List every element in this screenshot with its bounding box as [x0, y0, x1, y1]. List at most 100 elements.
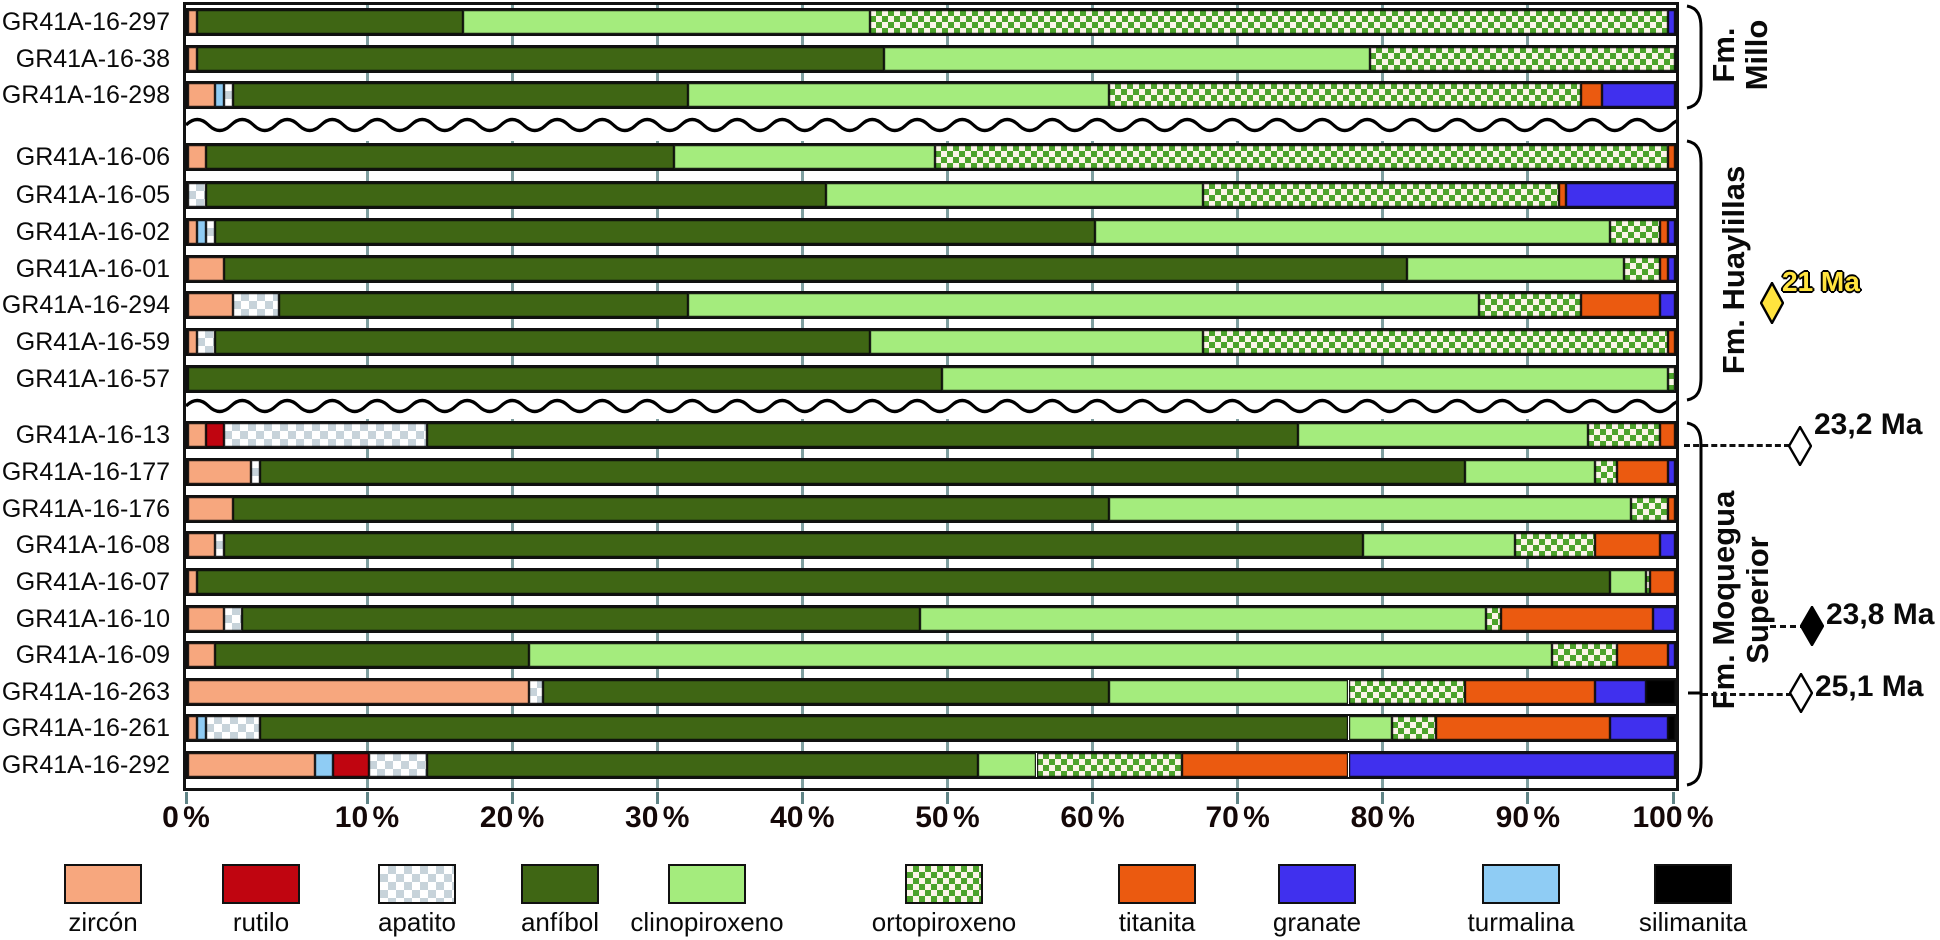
bar-segment-silimanita — [1645, 680, 1675, 704]
legend-item-zircon: zircón — [0, 864, 213, 936]
bar-segment-apatito — [206, 716, 261, 740]
bar-segment-clinopiroxeno — [826, 183, 1204, 207]
bar-segment-ortopiroxeno — [1348, 680, 1465, 704]
axis-tick-label: 60 % — [1060, 801, 1125, 834]
bar-segment-clinopiroxeno — [942, 367, 1668, 391]
bar-segment-ortopiroxeno — [1515, 533, 1596, 557]
bar-segment-clinopiroxeno — [884, 47, 1371, 71]
age-marker-diamond-icon — [1759, 280, 1785, 329]
bar-segment-turmalina — [197, 716, 207, 740]
sample-label: GR41A-16-02 — [15, 218, 170, 246]
bar-segment-titanita — [1650, 570, 1675, 594]
bar-segment-ortopiroxeno — [1370, 47, 1675, 71]
legend-item-titanita: titanita — [1047, 864, 1267, 936]
bar-segment-zircon — [188, 83, 216, 107]
group-bracket — [1686, 4, 1704, 115]
legend-label: titanita — [1118, 907, 1196, 937]
sample-label: GR41A-16-292 — [1, 751, 170, 779]
bar-segment-apatito — [224, 423, 428, 447]
bar-segment-clinopiroxeno — [688, 83, 1110, 107]
sample-label: GR41A-16-38 — [15, 45, 170, 73]
legend-item-clinopiroxeno: clinopiroxeno — [597, 864, 817, 936]
bar-segment-anfibol — [206, 183, 827, 207]
bar-segment-titanita — [1500, 607, 1654, 631]
legend-swatch-titanita-icon — [1118, 864, 1196, 904]
bar-segment-zircon — [188, 145, 207, 169]
sample-bar — [186, 531, 1677, 559]
bar-segment-clinopiroxeno — [978, 753, 1037, 777]
bar-segment-granate — [1660, 293, 1675, 317]
bar-segment-titanita — [1181, 753, 1349, 777]
bar-segment-granate — [1667, 220, 1675, 244]
sample-bar — [186, 143, 1677, 171]
bar-segment-clinopiroxeno — [1109, 497, 1632, 521]
bar-segment-apatito — [369, 753, 428, 777]
legend-swatch-zircon-icon — [64, 864, 142, 904]
age-marker-dash-line — [1684, 444, 1790, 447]
bar-segment-granate — [1667, 10, 1675, 34]
legend-swatch-rutilo-icon — [222, 864, 300, 904]
group-label-line: Fm. Huaylillas — [1716, 165, 1751, 375]
bar-segment-granate — [1667, 643, 1675, 667]
bar-segment-clinopiroxeno — [673, 145, 935, 169]
bar-segment-zircon — [188, 570, 198, 594]
legend-label: anfíbol — [520, 907, 600, 937]
bar-segment-zircon — [188, 643, 216, 667]
bar-segment-titanita — [1667, 145, 1675, 169]
bar-segment-titanita — [1558, 183, 1567, 207]
sample-bar — [186, 181, 1677, 209]
axis-tick-label: 90 % — [1495, 801, 1561, 834]
bar-segment-clinopiroxeno — [869, 330, 1204, 354]
bar-segment-anfibol — [260, 460, 1465, 484]
bar-segment-titanita — [1660, 257, 1668, 281]
bar-segment-anfibol — [215, 643, 529, 667]
axis-tick — [655, 792, 659, 804]
bar-segment-titanita — [1667, 330, 1675, 354]
age-marker-label: 23,2 Ma — [1814, 408, 1923, 441]
bar-segment-apatito — [215, 533, 225, 557]
group-label-line: Millo — [1739, 19, 1774, 91]
legend-label: granate — [1272, 907, 1362, 937]
sample-bar — [186, 751, 1677, 779]
sample-label: GR41A-16-09 — [15, 641, 170, 669]
sample-label: GR41A-16-261 — [1, 714, 170, 742]
bar-segment-zircon — [188, 716, 198, 740]
bar-segment-apatito — [197, 330, 216, 354]
group-label-moquegua: Fm. Moquegua Superior — [1706, 445, 1777, 755]
legend-swatch-turmalina-icon — [1482, 864, 1560, 904]
legend-item-anfibol: anfíbol — [450, 864, 670, 936]
axis-tick-label: 50 % — [915, 801, 980, 834]
legend-item-silimanita: silimanita — [1583, 864, 1803, 936]
bar-segment-ortopiroxeno — [1645, 570, 1651, 594]
legend-label: clinopiroxeno — [630, 907, 784, 937]
axis-tick-label: 10 % — [334, 801, 400, 834]
bar-segment-anfibol — [206, 145, 674, 169]
bar-segment-zircon — [188, 330, 198, 354]
bar-segment-ortopiroxeno — [1595, 460, 1617, 484]
bar-segment-anfibol — [278, 293, 689, 317]
axis-tick — [1381, 792, 1385, 804]
bar-segment-titanita — [1464, 680, 1596, 704]
bar-segment-clinopiroxeno — [528, 643, 1552, 667]
bar-segment-anfibol — [224, 533, 1363, 557]
bar-segment-titanita — [1435, 716, 1610, 740]
bar-segment-anfibol — [427, 753, 979, 777]
bar-segment-zircon — [188, 680, 529, 704]
bar-segment-anfibol — [242, 607, 921, 631]
bar-segment-titanita — [1580, 83, 1603, 107]
bar-segment-apatito — [528, 680, 544, 704]
sample-label: GR41A-16-10 — [15, 605, 170, 633]
axis-tick-label: 30 % — [625, 801, 690, 834]
axis-tick — [945, 792, 949, 804]
bar-segment-rutilo — [206, 423, 225, 447]
sample-bar — [186, 495, 1677, 523]
axis-tick — [1671, 792, 1675, 804]
axis-tick-label: 40 % — [770, 801, 835, 834]
legend-item-turmalina: turmalina — [1411, 864, 1631, 936]
axis-tick-label: 80 % — [1350, 801, 1415, 834]
age-marker-dash-line — [1702, 693, 1792, 696]
sample-label: GR41A-16-263 — [1, 678, 170, 706]
bar-segment-zircon — [188, 10, 198, 34]
legend-label: silimanita — [1638, 907, 1748, 937]
